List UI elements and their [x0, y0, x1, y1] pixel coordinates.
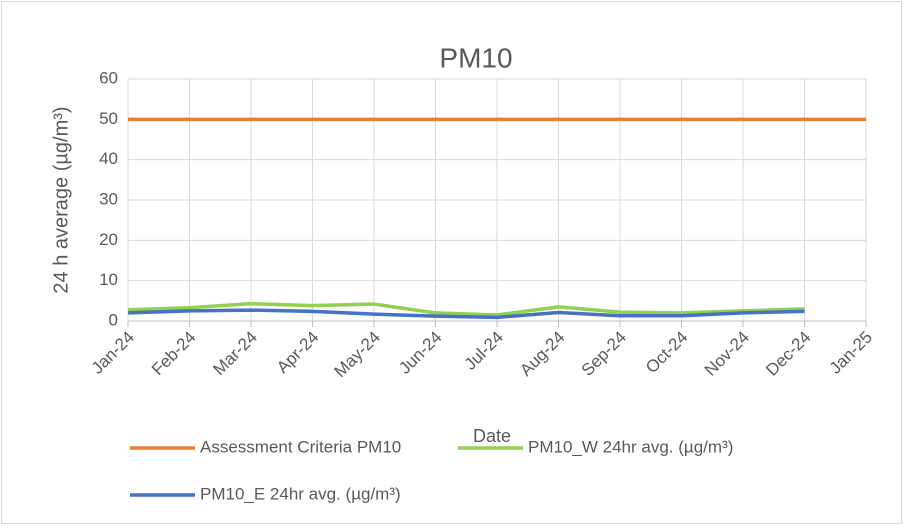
y-axis-label: 24 h average (µg/m³)	[50, 106, 72, 293]
legend-label: PM10_E 24hr avg. (µg/m³)	[200, 484, 401, 503]
y-tick-label: 20	[99, 230, 118, 249]
y-tick-label: 50	[99, 109, 118, 128]
legend-label: Assessment Criteria PM10	[200, 437, 401, 456]
y-tick-label: 10	[99, 270, 118, 289]
y-tick-label: 40	[99, 149, 118, 168]
y-tick-label: 30	[99, 189, 118, 208]
y-tick-label: 60	[99, 68, 118, 87]
y-tick-label: 0	[109, 310, 118, 329]
legend-label: PM10_W 24hr avg. (µg/m³)	[528, 437, 733, 456]
series-line	[127, 301, 805, 317]
x-axis-label: Date	[473, 426, 511, 446]
chart-title: PM10	[439, 42, 512, 73]
series-line	[127, 308, 805, 320]
